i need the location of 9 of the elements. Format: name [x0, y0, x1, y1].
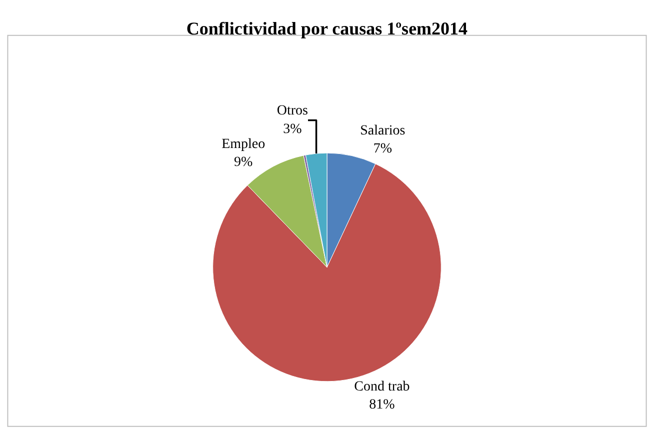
- chart-title: Conflictividad por causas 1ºsem2014: [186, 18, 468, 38]
- data-label: 7%: [373, 142, 392, 157]
- data-label: 81%: [369, 398, 396, 413]
- slice-label: Otros: [276, 104, 308, 119]
- slice-label: Cond trab: [354, 379, 410, 394]
- slice-label: Empleo: [222, 136, 266, 152]
- data-label: 3%: [283, 122, 302, 137]
- slice-label: Salarios: [360, 123, 406, 138]
- data-label: 9%: [234, 155, 253, 170]
